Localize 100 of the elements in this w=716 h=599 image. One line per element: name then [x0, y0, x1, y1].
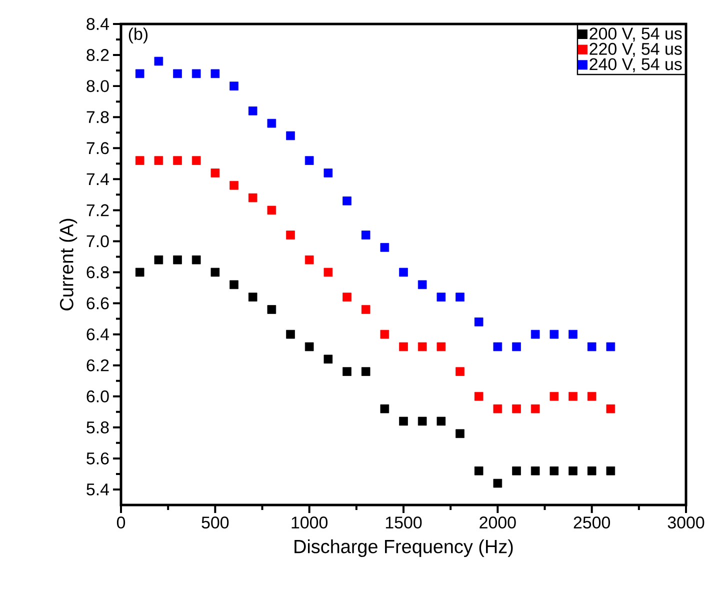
x-tick-label: 500: [202, 516, 229, 529]
y-tick-label: 6.8: [86, 266, 109, 278]
x-tick-label: 0: [116, 516, 126, 529]
y-tick-label: 6.2: [86, 359, 109, 372]
point: [418, 416, 427, 426]
y-tick-label: 6.4: [86, 328, 109, 340]
point: [530, 404, 540, 414]
point: [342, 292, 352, 302]
point: [324, 354, 333, 364]
legend-label: 200 V, 54 us: [590, 28, 682, 42]
point: [418, 342, 427, 352]
x-tick-label: 3000: [668, 516, 704, 529]
point: [380, 404, 390, 414]
point: [304, 156, 314, 165]
annotation: (b): [128, 28, 148, 44]
point: [210, 69, 220, 78]
x-tick-label: 1000: [292, 516, 328, 529]
y-tick-label: 7.6: [86, 142, 109, 154]
point: [493, 404, 502, 414]
point: [192, 255, 201, 264]
point: [230, 180, 238, 190]
point: [530, 466, 540, 476]
point: [173, 156, 182, 165]
point: [154, 255, 164, 264]
y-tick-label: 8.4: [86, 18, 109, 30]
point: [304, 342, 314, 352]
point: [210, 268, 220, 277]
point: [474, 318, 484, 326]
point: [456, 292, 464, 302]
point: [606, 404, 616, 414]
y-tick-label: 8.0: [86, 80, 109, 92]
point: [418, 280, 427, 290]
point: [512, 466, 521, 476]
y-tick-label: 7.2: [86, 204, 109, 216]
point: [304, 255, 314, 264]
point: [192, 156, 201, 165]
point: [474, 466, 484, 476]
point: [173, 69, 182, 78]
point: [493, 478, 502, 488]
point: [550, 330, 559, 339]
point: [493, 342, 502, 352]
point: [135, 156, 144, 165]
y-tick-label: 5.8: [86, 421, 109, 434]
point: [342, 196, 352, 206]
point: [154, 56, 164, 66]
point: [380, 243, 390, 252]
point: [550, 466, 559, 476]
point: [361, 305, 370, 314]
point: [154, 156, 164, 165]
point: [606, 342, 616, 352]
y-tick-label: 6.0: [86, 390, 109, 402]
legend-label: 220 V, 54 us: [590, 42, 682, 57]
point: [267, 118, 276, 128]
y-axis-title: Current (A): [59, 218, 78, 310]
y-tick-label: 7.0: [86, 235, 109, 248]
point: [248, 106, 258, 116]
point: [135, 268, 144, 277]
point: [587, 342, 596, 352]
y-tick-label: 7.4: [86, 173, 109, 185]
point: [210, 168, 220, 178]
point: [399, 342, 408, 352]
point: [456, 429, 464, 438]
y-tick-label: 6.6: [86, 297, 109, 310]
point: [380, 330, 390, 339]
point: [324, 168, 333, 178]
x-axis-title: Discharge Frequency (Hz): [294, 539, 513, 557]
point: [399, 268, 408, 277]
point: [568, 466, 578, 476]
x-tick-label: 2000: [480, 516, 516, 529]
point: [267, 206, 276, 215]
x-tick-label: 1500: [386, 516, 422, 529]
point: [568, 392, 578, 401]
point: [248, 193, 258, 202]
point: [286, 330, 295, 339]
point: [512, 404, 521, 414]
point: [230, 82, 238, 90]
point: [606, 466, 616, 476]
point: [342, 367, 352, 376]
y-tick-label: 5.4: [86, 484, 109, 496]
x-tick-label: 2500: [574, 516, 610, 529]
point: [324, 268, 333, 277]
point: [512, 342, 521, 352]
point: [456, 367, 464, 376]
point: [474, 392, 484, 401]
y-tick-label: 7.8: [86, 111, 109, 124]
y-tick-label: 8.2: [86, 49, 109, 62]
point: [399, 416, 408, 426]
point: [361, 230, 370, 240]
point: [248, 292, 258, 302]
point: [587, 392, 596, 401]
y-tick-label: 5.6: [86, 452, 109, 464]
point: [530, 330, 540, 339]
point: [436, 292, 446, 302]
point: [286, 131, 295, 140]
point: [135, 69, 144, 78]
point: [436, 342, 446, 352]
point: [361, 367, 370, 376]
legend-label: 240 V, 54 us: [590, 58, 682, 72]
point: [587, 466, 596, 476]
point: [230, 280, 238, 290]
